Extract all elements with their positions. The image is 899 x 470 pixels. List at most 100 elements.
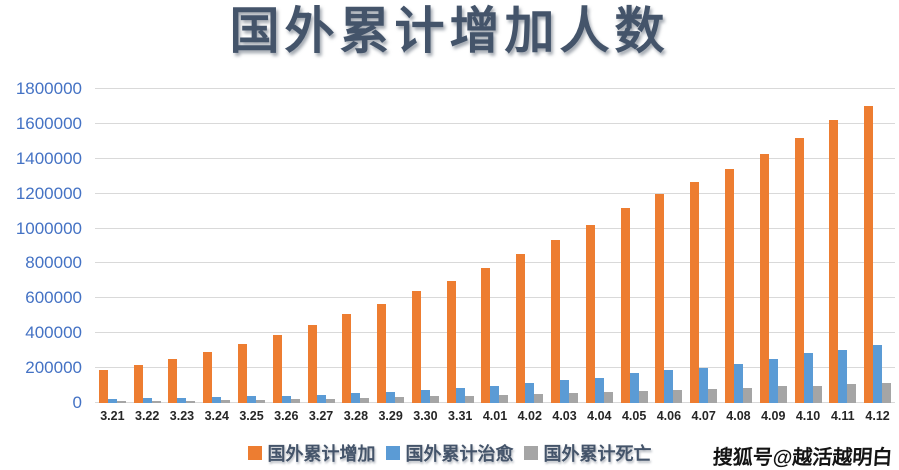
bar-group: [304, 89, 339, 403]
bar-death: [603, 392, 613, 403]
bar-increase: [864, 106, 874, 403]
bar-increase: [516, 253, 526, 403]
x-tick-label: 4.09: [761, 409, 786, 423]
gridline: [95, 332, 895, 334]
gridline: [95, 227, 895, 229]
bar-cured: [803, 353, 813, 403]
bar-death: [429, 396, 439, 403]
bar-group: [686, 89, 721, 403]
x-tick-label: 3.23: [169, 409, 195, 423]
x-tick-label: 4.01: [482, 409, 508, 423]
y-tick-label: 1000000: [15, 218, 82, 238]
bar-group: [860, 89, 895, 403]
plot-area: [95, 88, 895, 403]
bar-cured: [838, 349, 848, 403]
x-tick-label: 4.12: [865, 409, 890, 423]
bar-group: [130, 89, 165, 403]
y-tick-label: 1800000: [15, 79, 82, 98]
bar-group: [199, 89, 234, 403]
bar-cured: [560, 380, 570, 403]
bar-group: [652, 89, 687, 403]
bar-increase: [98, 369, 108, 403]
bar-death: [256, 399, 266, 403]
y-tick-label: 800000: [25, 253, 82, 273]
x-tick-label: 3.27: [308, 409, 334, 423]
bar-cured: [629, 373, 639, 403]
x-axis: 3.21 3.22 3.23 3.24 3.25 3.26 3.27 3.28 3.29 3.30…: [95, 409, 895, 423]
bar-cured: [247, 396, 257, 403]
bar-death: [708, 389, 718, 403]
bar-cured: [699, 368, 709, 403]
bar-group: [512, 89, 547, 403]
bar-increase: [759, 153, 769, 403]
bar-cured: [177, 397, 187, 403]
x-tick-label: 4.06: [656, 409, 682, 423]
bar-group: [165, 89, 200, 403]
bar-group: [373, 89, 408, 403]
legend: 国外累计增加 国外累计治愈 国外累计死亡: [0, 440, 899, 466]
x-tick-label: 3.31: [448, 409, 473, 423]
bar-cured: [768, 359, 778, 403]
bar-cured: [107, 398, 117, 403]
y-axis: 0 200000 400000 600000 800000 1000000 1200000 1…: [0, 80, 82, 412]
bar-increase: [446, 280, 456, 403]
bar-death: [742, 387, 752, 403]
bar-death: [221, 400, 231, 403]
bar-group: [338, 89, 373, 403]
bar-death: [290, 399, 300, 403]
bar-cured: [281, 395, 291, 403]
y-tick-label: 1200000: [15, 183, 82, 203]
bar-cured: [142, 398, 152, 403]
gridline: [95, 192, 895, 194]
watermark: 搜狐号@越活越明白: [712, 447, 894, 469]
legend-item-cured: 国外累计治愈: [385, 440, 514, 466]
bar-cured: [316, 394, 326, 403]
bar-increase: [272, 334, 282, 403]
x-tick-label: 3.25: [239, 409, 264, 423]
x-tick-label: 3.26: [274, 409, 299, 423]
bar-increase: [203, 351, 213, 403]
bar-death: [777, 386, 787, 403]
bar-death: [186, 400, 196, 403]
bar-group: [825, 89, 860, 403]
bar-increase: [585, 225, 595, 403]
legend-item-death: 国外累计死亡: [523, 440, 652, 466]
y-tick-label: 1400000: [15, 148, 82, 168]
bar-death: [116, 401, 126, 403]
bar-increase: [377, 303, 387, 403]
bar-group: [791, 89, 826, 403]
gridline: [95, 297, 895, 299]
bar-cured: [525, 382, 535, 403]
bar-cured: [594, 377, 604, 403]
bar-increase: [655, 193, 665, 403]
y-tick-label: 400000: [25, 323, 82, 343]
bar-death: [151, 401, 161, 403]
bar-increase: [690, 182, 700, 403]
gridline: [95, 262, 895, 264]
x-tick-label: 4.11: [830, 409, 855, 423]
x-tick-label: 3.28: [343, 409, 369, 423]
bar-cured: [420, 389, 430, 403]
x-tick-label: 3.21: [100, 409, 125, 423]
bar-group: [478, 89, 513, 403]
bar-group: [582, 89, 617, 403]
bar-increase: [551, 239, 561, 403]
gridline: [95, 367, 895, 369]
legend-item-increase: 国外累计增加: [247, 440, 376, 466]
bar-death: [464, 395, 474, 403]
bar-cured: [873, 345, 883, 403]
bar-increase: [794, 137, 804, 403]
bar-death: [638, 391, 648, 403]
legend-swatch-icon: [385, 446, 400, 460]
bar-group: [408, 89, 443, 403]
x-tick-label: 3.29: [378, 409, 403, 423]
legend-swatch-icon: [523, 446, 538, 460]
x-tick-label: 3.24: [204, 409, 229, 423]
bar-increase: [724, 169, 734, 403]
bar-increase: [620, 207, 630, 403]
bar-cured: [664, 369, 674, 403]
legend-label: 国外累计治愈: [405, 444, 514, 464]
x-tick-label: 4.08: [726, 409, 751, 423]
y-tick-label: 0: [72, 393, 82, 412]
